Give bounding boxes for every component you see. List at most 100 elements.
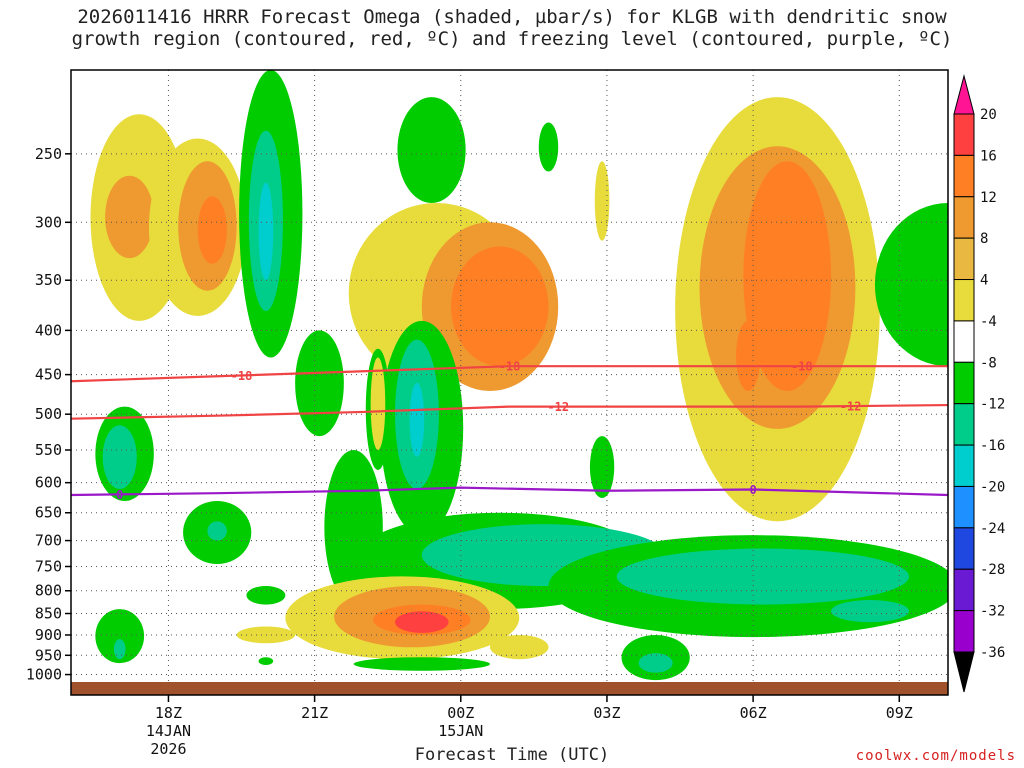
omega-region (831, 600, 910, 623)
chart-title: 2026011416 HRRR Forecast Omega (shaded, … (0, 6, 1024, 50)
y-axis: 250 300 350 400 450 500 550 600 650 700 750 800 850 9… (26, 145, 71, 684)
colorbar-label: -36 (980, 645, 1005, 661)
omega-region (451, 246, 549, 367)
colorbar-swatch (953, 444, 975, 487)
colorbar-top-arrow (953, 74, 975, 115)
omega-region (395, 611, 449, 633)
contour-label: 0 (116, 488, 123, 502)
y-tick-label: 350 (35, 271, 62, 289)
colorbar-swatch (953, 485, 975, 529)
omega-region (295, 330, 344, 437)
y-tick-label: 650 (35, 504, 62, 522)
omega-region (589, 436, 615, 499)
omega-region (236, 626, 296, 644)
y-tick-label: 850 (35, 605, 62, 623)
y-tick-label: 550 (35, 441, 62, 459)
omega-region (736, 320, 761, 391)
y-tick-label: 950 (35, 646, 62, 664)
x-tick-label: 00Z (447, 704, 474, 722)
colorbar-swatch (953, 320, 975, 363)
plot-frame (70, 69, 949, 696)
colorbar-label: 16 (980, 148, 997, 164)
chart-title-line1: 2026011416 HRRR Forecast Omega (shaded, … (77, 6, 947, 28)
colorbar-swatch (953, 361, 975, 405)
omega-region (538, 122, 559, 172)
colorbar-label: -12 (980, 397, 1005, 413)
y-tick-label: 1000 (26, 666, 62, 684)
x-tick-sublabel: 14JAN (146, 722, 191, 740)
contour-line (71, 365, 948, 383)
contour-line (71, 486, 948, 497)
grid-lines (71, 70, 948, 682)
y-tick-label: 250 (35, 145, 62, 163)
omega-region (258, 657, 274, 666)
x-axis-label: Forecast Time (UTC) (414, 745, 610, 765)
colorbar-label: -20 (980, 479, 1005, 495)
omega-region (102, 425, 137, 489)
omega-region (105, 175, 154, 259)
y-tick-label: 450 (35, 366, 62, 384)
y-tick-label: 400 (35, 321, 62, 339)
colorbar-label: -8 (980, 355, 997, 371)
omega-region (197, 196, 227, 264)
y-tick-label: 800 (35, 582, 62, 600)
colorbar-label: 12 (980, 190, 997, 206)
contour-label: -18 (231, 369, 253, 383)
omega-region (409, 382, 425, 457)
y-tick-label: 700 (35, 532, 62, 550)
x-tick-label: 03Z (593, 704, 620, 722)
credit-link[interactable]: coolwx.com/models (855, 748, 1016, 764)
y-tick-label: 900 (35, 626, 62, 644)
omega-region (638, 653, 673, 673)
contour-label: -18 (791, 360, 813, 374)
colorbar-bottom-arrow (953, 651, 975, 693)
colorbar-swatch (953, 527, 975, 570)
contour-label: 0 (749, 483, 756, 497)
x-tick-sublabel: 15JAN (438, 722, 483, 740)
y-tick-label: 300 (35, 213, 62, 231)
omega-region (246, 586, 286, 605)
omega-region (95, 609, 145, 664)
omega-region (616, 548, 910, 605)
y-tick-label: 600 (35, 474, 62, 492)
colorbar-swatch (953, 113, 975, 156)
ground-strip (71, 682, 948, 695)
omega-shading (90, 70, 948, 681)
contour-line (71, 403, 948, 420)
omega-region (258, 182, 274, 281)
colorbar-label: -24 (980, 521, 1005, 537)
omega-region (743, 161, 832, 391)
colorbar-swatch (953, 568, 975, 612)
colorbar-label: 8 (980, 231, 988, 247)
contour-label: -12 (547, 400, 569, 414)
x-tick-label: 06Z (740, 704, 767, 722)
x-tick-sublabel: 2026 (150, 740, 186, 758)
x-tick-label: 21Z (301, 704, 328, 722)
contour-label: -18 (499, 360, 521, 374)
omega-region (113, 639, 126, 660)
colorbar-label: 4 (980, 273, 988, 289)
colorbar-label: -16 (980, 438, 1005, 454)
colorbar-swatch (953, 610, 975, 653)
colorbar-label: -28 (980, 562, 1005, 578)
omega-region (370, 357, 386, 450)
colorbar-swatch (953, 403, 975, 446)
omega-region (490, 634, 549, 660)
contour-label: -12 (840, 400, 862, 414)
omega-region (397, 97, 466, 204)
omega-region (874, 203, 948, 367)
colorbar-label: -4 (980, 314, 997, 330)
colorbar-swatch (953, 279, 975, 322)
colorbar-swatch (953, 196, 975, 239)
colorbar-label: 20 (980, 107, 997, 123)
y-tick-label: 750 (35, 557, 62, 575)
temperature-contours: -18 -18 -18 -12 -12 0 0 (71, 360, 948, 502)
colorbar-swatch (953, 237, 975, 281)
colorbar-swatch (953, 154, 975, 198)
omega-region (207, 521, 227, 541)
chart-title-line2: growth region (contoured, red, ºC) and f… (71, 28, 953, 50)
y-tick-label: 500 (35, 405, 62, 423)
colorbar: 20 16 12 8 4 -4 -8 -12 -16 -20 -24 -28 -32 -36 (953, 74, 1005, 693)
